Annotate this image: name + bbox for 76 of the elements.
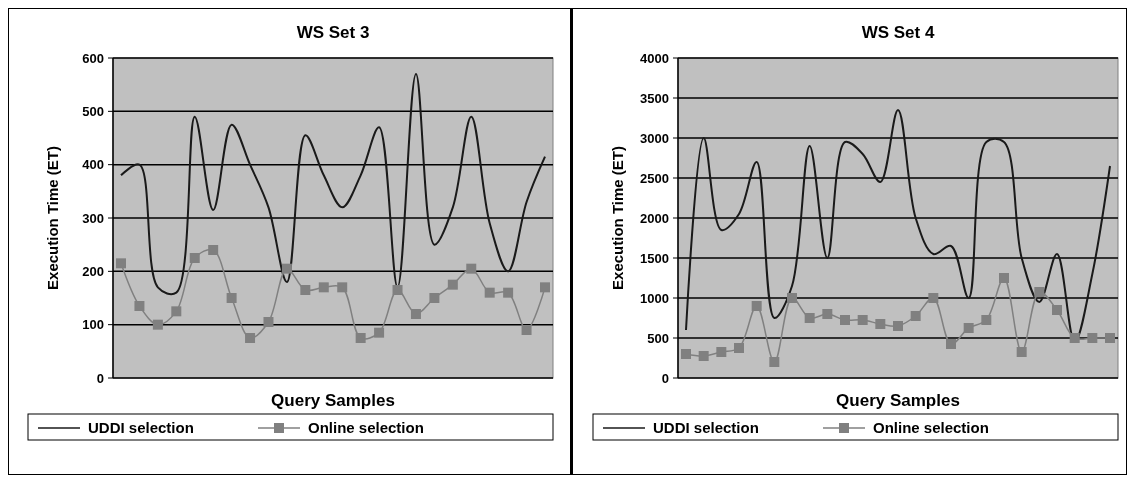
- point: [1034, 287, 1045, 297]
- legend-label: Online selection: [873, 419, 989, 437]
- y-tick-label: 500: [647, 330, 669, 346]
- point: [134, 301, 145, 311]
- y-tick-label: 300: [82, 210, 104, 226]
- point: [857, 315, 868, 325]
- point: [1052, 305, 1062, 315]
- point: [999, 273, 1009, 283]
- point: [734, 343, 744, 353]
- point: [116, 258, 126, 269]
- point: [503, 287, 514, 298]
- point: [410, 309, 421, 319]
- point: [893, 321, 903, 331]
- point: [466, 263, 477, 274]
- point: [263, 317, 274, 327]
- y-tick-label: 1000: [640, 290, 669, 306]
- legend-label: UDDI selection: [88, 419, 194, 437]
- point: [1105, 333, 1115, 343]
- point: [769, 357, 780, 367]
- y-tick-label: 500: [82, 103, 104, 119]
- point: [840, 315, 850, 325]
- point: [910, 311, 921, 321]
- point: [245, 333, 256, 343]
- point: [963, 323, 974, 333]
- y-tick-label: 1500: [640, 250, 669, 266]
- point: [928, 293, 939, 303]
- y-tick-label: 0: [661, 370, 669, 386]
- x-axis-title: Query Samples: [271, 391, 395, 410]
- point: [152, 319, 163, 330]
- point: [447, 279, 458, 290]
- y-tick-label: 200: [82, 263, 104, 279]
- y-axis-title: Execution Time (ET): [44, 146, 61, 290]
- y-tick-label: 100: [82, 317, 104, 333]
- point: [751, 301, 762, 311]
- point: [429, 293, 440, 303]
- point: [189, 253, 200, 263]
- point: [804, 313, 815, 323]
- point: [787, 293, 797, 303]
- y-tick-label: 2500: [640, 170, 669, 186]
- point: [981, 315, 992, 325]
- point: [1069, 333, 1080, 343]
- legend-label: UDDI selection: [653, 419, 759, 437]
- point: [540, 282, 550, 293]
- point: [698, 351, 709, 361]
- point: [318, 282, 329, 293]
- point: [484, 287, 495, 298]
- y-tick-label: 0: [96, 370, 104, 386]
- point: [521, 325, 532, 335]
- legend-label: Online selection: [308, 419, 424, 437]
- line-series: [120, 73, 546, 295]
- point: [716, 347, 727, 357]
- y-tick-label: 400: [82, 157, 104, 173]
- y-tick-label: 2000: [640, 210, 669, 226]
- y-tick-label: 3500: [640, 90, 669, 106]
- point: [946, 339, 956, 349]
- point: [355, 333, 366, 343]
- point: [208, 245, 219, 255]
- point: [281, 263, 292, 274]
- point: [875, 319, 886, 329]
- point: [374, 327, 385, 338]
- chart-title: WS Set 4: [861, 23, 935, 42]
- y-axis-title: Execution Time (ET): [609, 146, 626, 290]
- point: [392, 285, 403, 295]
- y-tick-label: 3000: [640, 130, 669, 146]
- point: [171, 306, 182, 317]
- y-tick-label: 600: [82, 50, 104, 66]
- point: [226, 293, 237, 303]
- point: [681, 349, 691, 359]
- chart-title: WS Set 3: [296, 23, 370, 42]
- point: [337, 282, 348, 293]
- point: [300, 285, 311, 295]
- y-tick-label: 4000: [640, 50, 669, 66]
- x-axis-title: Query Samples: [836, 391, 960, 410]
- point: [1087, 333, 1098, 343]
- point: [822, 309, 833, 319]
- point: [1016, 347, 1027, 357]
